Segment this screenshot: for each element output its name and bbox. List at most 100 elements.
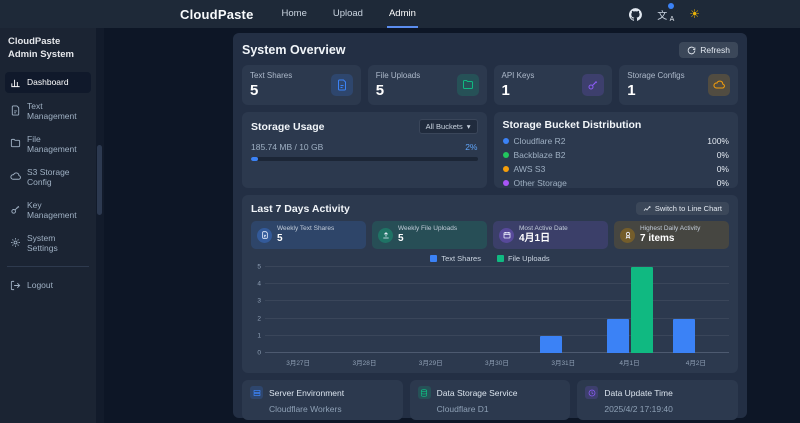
x-tick-label: 3月27日 xyxy=(286,360,311,367)
bucket-row-aws-s3: AWS S3 0% xyxy=(502,164,729,174)
sidebar-item-label: Key Management xyxy=(27,199,77,220)
mini-card-value: 5 xyxy=(277,232,283,244)
gridline xyxy=(265,317,729,319)
mid-row: Storage Usage All Buckets ▾ 185.74 MB / … xyxy=(242,112,738,188)
footer-card-data-storage-service: Data Storage Service Cloudflare D1 xyxy=(409,380,571,420)
nav-link-upload[interactable]: Upload xyxy=(332,7,363,19)
bar-group xyxy=(530,267,596,353)
logout-icon xyxy=(10,280,21,291)
stats-row: Text Shares 5 File Uploads 5 API Keys 1 … xyxy=(242,65,738,105)
sidebar-item-label: System Settings xyxy=(27,232,58,253)
footer-card-value: Cloudflare D1 xyxy=(436,404,489,414)
theme-sun-icon[interactable]: ☀ xyxy=(689,7,700,21)
gridline xyxy=(265,334,729,336)
sidebar: CloudPaste Admin System Dashboard Text M… xyxy=(0,28,96,423)
sidebar-scrollbar xyxy=(96,28,104,423)
stat-value: 5 xyxy=(250,82,259,99)
x-tick-label: 3月30日 xyxy=(485,360,509,367)
stat-label: File Uploads xyxy=(375,71,421,80)
legend-item[interactable]: Text Shares xyxy=(430,254,481,264)
sidebar-item-label: Logout xyxy=(27,280,53,291)
brand-logo[interactable]: CloudPaste xyxy=(180,6,254,22)
sidebar-scrollbar-thumb[interactable] xyxy=(97,145,102,215)
bar-text-shares xyxy=(672,318,695,353)
page-title: System Overview xyxy=(242,43,346,57)
storage-usage-percent: 2% xyxy=(465,142,478,152)
panel-header: System Overview Refresh xyxy=(242,41,738,59)
sidebar-item-s3-storage-config[interactable]: S3 Storage Config xyxy=(5,162,91,192)
mini-card-most-active-date: Most Active Date 4月1日 xyxy=(493,221,608,249)
refresh-icon xyxy=(687,46,696,55)
mini-card-label: Highest Daily Activity xyxy=(640,225,701,233)
bar-text-shares xyxy=(606,318,629,353)
chart-plot xyxy=(265,265,729,353)
footer-row: Server Environment Cloudflare Workers Da… xyxy=(242,380,739,420)
mini-card-highest-daily-activity: Highest Daily Activity 7 items xyxy=(614,221,729,249)
footer-card-label: Data Storage Service xyxy=(436,387,518,398)
system-overview-panel: System Overview Refresh Text Shares 5 Fi… xyxy=(233,33,747,420)
storage-progress-track xyxy=(251,157,478,161)
bar-group xyxy=(464,267,530,353)
sidebar-item-label: File Management xyxy=(27,133,77,154)
sidebar-title: CloudPaste Admin System xyxy=(8,36,74,60)
stat-value: 5 xyxy=(375,82,385,99)
sidebar-item-system-settings[interactable]: System Settings xyxy=(5,228,91,258)
storage-progress-fill xyxy=(251,157,258,161)
sidebar-item-file-management[interactable]: File Management xyxy=(5,129,91,159)
stat-value: 1 xyxy=(627,82,636,99)
y-tick-label: 2 xyxy=(257,315,261,323)
server-icon xyxy=(250,386,263,399)
bucket-filter-dropdown[interactable]: All Buckets ▾ xyxy=(418,119,478,134)
footer-card-label: Data Update Time xyxy=(604,387,673,398)
chevron-down-icon: ▾ xyxy=(466,122,471,131)
bucket-dot xyxy=(502,152,509,158)
refresh-button[interactable]: Refresh xyxy=(679,42,738,58)
storage-usage-text: 185.74 MB / 10 GB xyxy=(251,142,324,152)
legend-swatch xyxy=(496,255,504,263)
stat-card-file-uploads: File Uploads 5 xyxy=(367,65,487,105)
bucket-distribution-rows: Cloudflare R2 100% Backblaze B2 0% AWS S… xyxy=(502,136,729,188)
footer-card-label: Server Environment xyxy=(269,387,345,398)
bucket-name: AWS S3 xyxy=(513,164,546,174)
key-icon xyxy=(10,204,21,215)
bucket-filter-value: All Buckets xyxy=(425,122,463,131)
award-icon xyxy=(620,227,635,243)
stat-label: Text Shares xyxy=(250,71,293,80)
language-dot xyxy=(668,2,675,9)
sidebar-item-logout[interactable]: Logout xyxy=(5,275,91,296)
calendar-icon xyxy=(499,227,514,243)
github-icon[interactable] xyxy=(629,7,643,21)
refresh-label: Refresh xyxy=(700,45,730,55)
legend-item[interactable]: File Uploads xyxy=(496,254,550,264)
switch-chart-label: Switch to Line Chart xyxy=(654,204,722,213)
sidebar-item-dashboard[interactable]: Dashboard xyxy=(5,71,91,93)
chart-groups xyxy=(265,266,729,353)
sidebar-item-text-management[interactable]: Text Management xyxy=(5,96,91,126)
key-icon xyxy=(582,74,605,96)
y-tick-label: 0 xyxy=(257,349,261,357)
nav-link-home[interactable]: Home xyxy=(281,7,307,19)
cloud-icon xyxy=(10,171,21,182)
bucket-row-other-storage: Other Storage 0% xyxy=(502,178,729,188)
bar-group xyxy=(265,267,331,353)
bar-group xyxy=(663,267,729,353)
bar-group xyxy=(331,267,397,353)
stat-card-api-keys: API Keys 1 xyxy=(493,65,613,105)
legend-label: Text Shares xyxy=(441,254,481,264)
mini-card-value: 7 items xyxy=(640,232,675,244)
bucket-distribution-title: Storage Bucket Distribution xyxy=(502,119,642,131)
stat-card-text-shares: Text Shares 5 xyxy=(242,65,361,105)
gear-icon xyxy=(10,237,21,248)
gridline xyxy=(265,352,729,353)
sidebar-item-label: Dashboard xyxy=(27,77,69,88)
bar-group xyxy=(398,267,464,353)
stat-label: API Keys xyxy=(501,71,535,80)
switch-chart-button[interactable]: Switch to Line Chart xyxy=(635,202,729,215)
sidebar-item-key-management[interactable]: Key Management xyxy=(5,195,91,225)
clock-icon xyxy=(585,386,599,399)
x-tick-label: 4月1日 xyxy=(619,360,640,367)
nav-link-admin[interactable]: Admin xyxy=(386,0,418,28)
